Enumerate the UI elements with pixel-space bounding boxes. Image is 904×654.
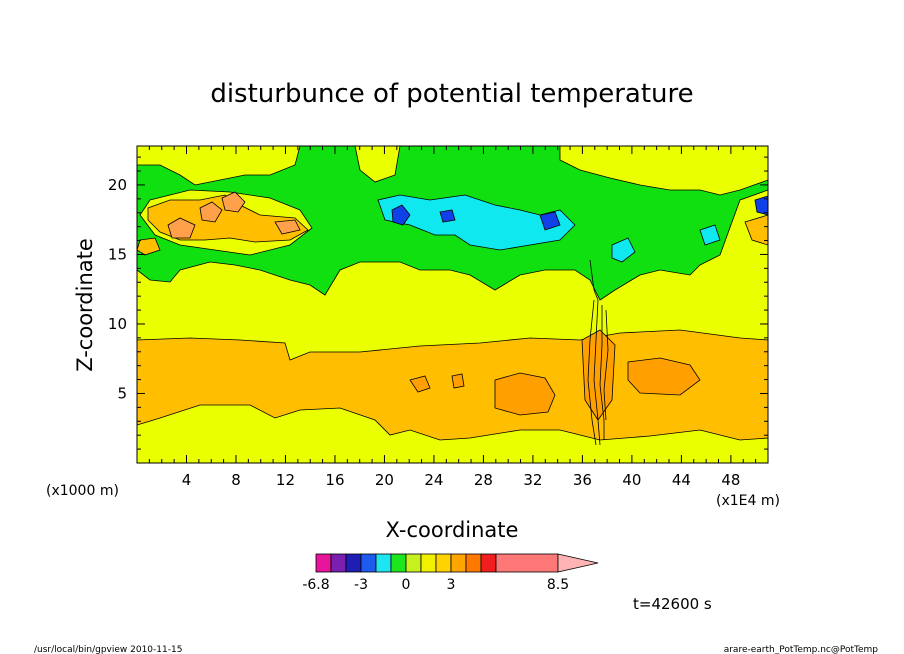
colorbar-extend-arrow: [557, 553, 599, 573]
contour-warm-core-5: [451, 373, 465, 389]
colorbar-swatch: [480, 553, 497, 573]
colorbar-swatch: [390, 553, 407, 573]
colorbar-swatch: [330, 553, 347, 573]
colorbar-swatch: [420, 553, 437, 573]
colorbar-label: -3: [354, 577, 368, 593]
contour-plume: [587, 259, 609, 446]
contour-upper-warm-2: [167, 217, 196, 239]
x-tick-label: 20: [375, 471, 394, 489]
contour-upper-yellow-3: [354, 146, 401, 183]
contour-cold-1: [377, 194, 576, 251]
x-tick-label: 12: [276, 471, 295, 489]
chart-title: disturbunce of potential temperature: [210, 79, 693, 109]
contour-cold-6: [611, 237, 636, 263]
contour-upper-yellow-2: [559, 146, 768, 196]
contour-cold-2: [391, 204, 411, 226]
contour-cold-4: [539, 211, 561, 231]
y-ticks: 5 10 15 20: [108, 156, 768, 450]
contour-cold-7: [699, 224, 721, 246]
contour-field: [137, 146, 768, 463]
colorbar-swatch: [315, 553, 332, 573]
contour-upper-warm-7: [744, 214, 768, 246]
x-tick-label: 32: [523, 471, 542, 489]
x-unit-right: (x1E4 m): [716, 493, 780, 509]
colorbar-swatch: [345, 553, 362, 573]
x-tick-label: 4: [182, 471, 192, 489]
y-tick-label: 5: [117, 384, 127, 402]
colorbar: [315, 553, 599, 573]
x-tick-label: 8: [231, 471, 241, 489]
contour-lower-yellow: [137, 404, 768, 463]
colorbar-label: 0: [402, 577, 411, 593]
contour-warm-core-3: [581, 329, 616, 421]
colorbar-swatch: [375, 553, 392, 573]
x-tick-label: 44: [672, 471, 691, 489]
colorbar-swatch: [405, 553, 422, 573]
x-axis-label: X-coordinate: [386, 518, 519, 542]
contour-upper-yellow-1: [137, 146, 301, 186]
contour-cold-5: [754, 195, 768, 216]
colorbar-label: 3: [447, 577, 456, 593]
y-tick-label: 20: [108, 176, 127, 194]
contour-upper-warm-4: [221, 191, 246, 213]
x-tick-label: 28: [474, 471, 493, 489]
contour-upper-warm-5: [274, 219, 301, 235]
x-tick-label: 48: [721, 471, 740, 489]
colorbar-swatch: [360, 553, 377, 573]
colorbar-label: 8.5: [547, 577, 569, 593]
colorbar-swatch: [495, 553, 559, 573]
y-tick-label: 15: [108, 245, 127, 263]
x-tick-label: 36: [573, 471, 592, 489]
footer-left: /usr/local/bin/gpview 2010-11-15: [34, 645, 182, 654]
plot-frame: [136, 145, 769, 464]
time-label: t=42600 s: [633, 595, 712, 613]
x-ticks: 4 8 12 16 20 24 28 32 36 40 44 48: [148, 146, 757, 489]
footer-right: arare-earth_PotTemp.nc@PotTemp: [724, 645, 879, 654]
colorbar-swatch: [435, 553, 452, 573]
contour-warm-core-2: [627, 357, 701, 396]
contour-upper-warm-3: [199, 201, 223, 223]
x-tick-label: 40: [622, 471, 641, 489]
y-tick-label: 10: [108, 315, 127, 333]
contour-warm-core-1: [494, 372, 556, 416]
x-tick-label: 16: [325, 471, 344, 489]
colorbar-labels: -6.8 -3 0 3 8.5: [302, 577, 569, 593]
y-axis-label: Z-coordinate: [73, 238, 97, 372]
contour-cold-3: [439, 209, 456, 223]
colorbar-label: -6.8: [302, 577, 329, 593]
colorbar-swatch: [465, 553, 482, 573]
colorbar-swatch: [450, 553, 467, 573]
x-tick-label: 24: [424, 471, 443, 489]
contour-warm-core-4: [409, 375, 431, 393]
x-unit-left: (x1000 m): [46, 483, 119, 499]
